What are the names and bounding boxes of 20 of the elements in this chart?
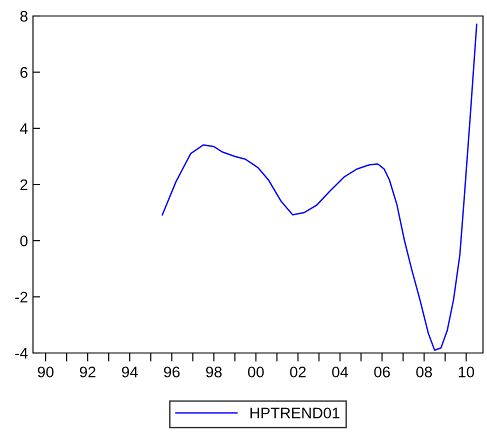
line-series bbox=[162, 24, 478, 351]
x-tick-label: 06 bbox=[374, 366, 390, 378]
x-tick-label: 96 bbox=[164, 366, 180, 378]
y-tick-label: 2 bbox=[20, 179, 28, 190]
y-tick-label: 4 bbox=[20, 123, 28, 134]
x-tick-label: 02 bbox=[290, 366, 306, 378]
y-tick-label: -4 bbox=[15, 348, 28, 359]
x-tick-label: 08 bbox=[416, 366, 432, 378]
x-tick-label: 98 bbox=[206, 366, 222, 378]
x-tick-label: 00 bbox=[248, 366, 264, 378]
y-tick-label: 6 bbox=[20, 67, 28, 78]
x-tick-label: 90 bbox=[38, 366, 54, 378]
x-tick-label: 92 bbox=[80, 366, 96, 378]
y-tick-label: 0 bbox=[20, 236, 28, 246]
x-tick-label: 10 bbox=[458, 366, 474, 378]
legend-label: HPTREND01 bbox=[250, 408, 340, 418]
y-tick-label: -2 bbox=[15, 292, 28, 302]
x-tick-label: 04 bbox=[332, 366, 348, 378]
y-tick-label: 8 bbox=[20, 10, 28, 22]
x-tick-label: 94 bbox=[122, 366, 138, 378]
